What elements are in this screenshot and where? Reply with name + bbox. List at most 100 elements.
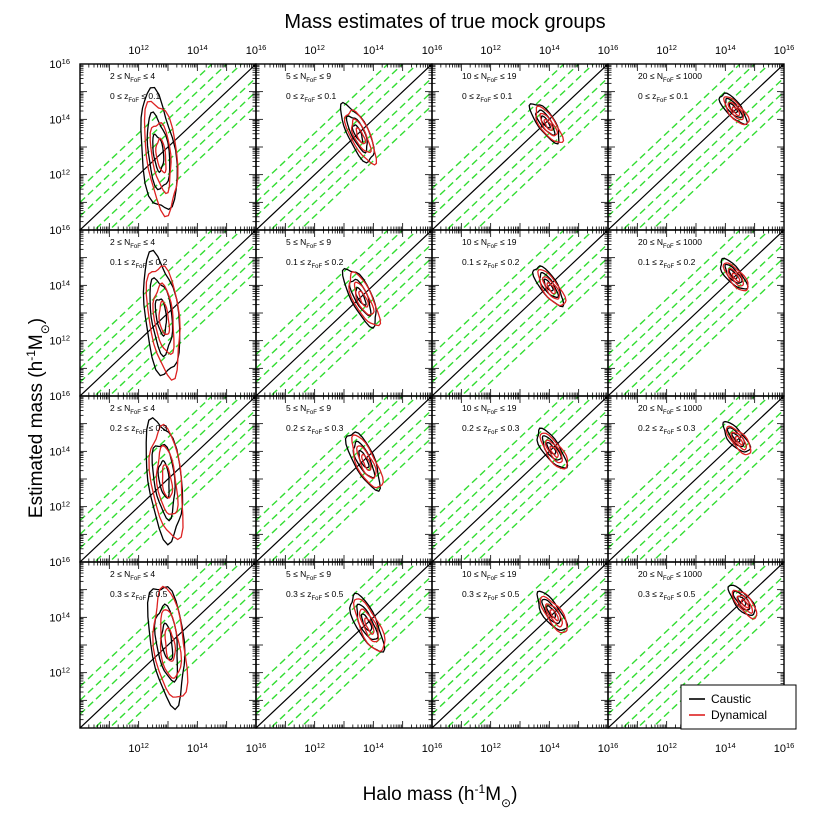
scatter-band-line bbox=[636, 589, 784, 728]
row-label: 0.3 ≤ zFoF ≤ 0.5 bbox=[462, 589, 520, 602]
scatter-band-line bbox=[608, 396, 742, 522]
contour-caustic bbox=[354, 286, 367, 306]
y-tick-label: 1012 bbox=[49, 499, 70, 513]
row-label: 0.3 ≤ zFoF ≤ 0.5 bbox=[638, 589, 696, 602]
contour-dynamical bbox=[364, 617, 375, 635]
scatter-band-line bbox=[608, 230, 742, 356]
contour-caustic bbox=[531, 265, 565, 308]
scatter-band-line bbox=[284, 423, 432, 562]
scatter-band-line bbox=[474, 270, 608, 396]
scatter-band-line bbox=[80, 562, 243, 715]
scatter-band-line bbox=[256, 64, 419, 217]
scatter-band-line bbox=[636, 423, 784, 562]
scatter-band-line bbox=[269, 409, 432, 562]
column-label: 20 ≤ NFoF ≤ 1000 bbox=[638, 569, 702, 582]
column-label: 5 ≤ NFoF ≤ 9 bbox=[286, 569, 331, 582]
scatter-band-line bbox=[108, 91, 256, 230]
x-tick-label: 1016 bbox=[598, 43, 619, 58]
x-tick-label: 1014 bbox=[363, 43, 384, 58]
contour-dynamical bbox=[353, 281, 375, 316]
panel-r3-c3: 20 ≤ NFoF ≤ 1000 0.3 ≤ zFoF ≤ 0.5 bbox=[607, 561, 785, 729]
column-label: 20 ≤ NFoF ≤ 1000 bbox=[638, 403, 702, 416]
scatter-band-line bbox=[460, 589, 608, 728]
panel-grid: 2 ≤ NFoF ≤ 4 0 ≤ zFoF ≤ 0.1 1012 1014 1016 5 … bbox=[49, 57, 785, 729]
contour-caustic bbox=[351, 124, 364, 144]
row-label: 0 ≤ zFoF ≤ 0.1 bbox=[638, 91, 689, 104]
contour-dynamical bbox=[725, 425, 752, 456]
contour-dynamical bbox=[358, 290, 369, 308]
x-tick-label: 1014 bbox=[539, 43, 560, 58]
scatter-band-line bbox=[432, 64, 580, 203]
contour-dynamical bbox=[348, 270, 382, 327]
contour-dynamical bbox=[352, 598, 386, 652]
column-label: 2 ≤ NFoF ≤ 4 bbox=[110, 237, 155, 250]
y-tick-label: 1012 bbox=[49, 333, 70, 348]
contour-dynamical bbox=[152, 585, 189, 698]
panel-ticks bbox=[431, 561, 609, 729]
contour-caustic bbox=[528, 103, 560, 145]
y-tick-label: 1014 bbox=[49, 278, 70, 293]
contour-dynamical bbox=[544, 439, 563, 464]
scatter-band-line bbox=[608, 230, 771, 383]
x-tick-label: 1012 bbox=[128, 43, 149, 58]
scatter-band-line bbox=[608, 562, 771, 715]
contour-caustic bbox=[737, 595, 747, 607]
column-label: 2 ≤ NFoF ≤ 4 bbox=[110, 71, 155, 84]
scatter-band-line bbox=[636, 257, 784, 396]
column-label: 20 ≤ NFoF ≤ 1000 bbox=[638, 71, 702, 84]
contour-dynamical bbox=[543, 118, 554, 131]
scatter-band-line bbox=[284, 257, 432, 396]
contour-dynamical bbox=[155, 137, 167, 174]
panel-ticks bbox=[607, 229, 785, 397]
scatter-band-line bbox=[608, 64, 742, 190]
contour-caustic bbox=[151, 443, 176, 522]
x-tick-label: 1016 bbox=[422, 43, 443, 58]
legend-box bbox=[680, 684, 797, 730]
scatter-band-line bbox=[432, 230, 566, 356]
top-tick-labels: 1012 1014 1016 1012 1014 1016 1012 1014 1016 1012… bbox=[128, 43, 794, 58]
panel-plot-area bbox=[608, 562, 784, 728]
panel-plot-area bbox=[80, 64, 256, 230]
panel-plot-area bbox=[432, 562, 608, 728]
legend-label-dynamical: Dynamical bbox=[711, 708, 767, 722]
scatter-band-line bbox=[636, 91, 784, 230]
scatter-band-line bbox=[621, 575, 784, 728]
column-label: 5 ≤ NFoF ≤ 9 bbox=[286, 403, 331, 416]
row-label: 0.1 ≤ zFoF ≤ 0.2 bbox=[110, 257, 168, 270]
column-label: 5 ≤ NFoF ≤ 9 bbox=[286, 71, 331, 84]
column-label: 2 ≤ NFoF ≤ 4 bbox=[110, 569, 155, 582]
panel-plot-area bbox=[256, 64, 432, 230]
one-to-one-line bbox=[256, 64, 432, 230]
one-to-one-line bbox=[608, 562, 784, 728]
one-to-one-line bbox=[432, 562, 608, 728]
contour-caustic bbox=[154, 298, 168, 337]
legend: Caustic Dynamical bbox=[680, 684, 797, 730]
contour-dynamical bbox=[535, 105, 565, 144]
y-tick-label: 1014 bbox=[49, 610, 70, 625]
scatter-band-line bbox=[122, 602, 256, 728]
contour-caustic bbox=[152, 133, 165, 174]
contour-dynamical bbox=[549, 609, 559, 622]
x-tick-label: 1016 bbox=[774, 43, 795, 58]
contour-caustic bbox=[545, 605, 557, 619]
row-label: 0.2 ≤ zFoF ≤ 0.3 bbox=[462, 423, 520, 436]
scatter-band-line bbox=[93, 575, 256, 728]
scatter-band-line bbox=[256, 230, 390, 356]
one-to-one-line bbox=[256, 396, 432, 562]
contour-dynamical bbox=[149, 122, 172, 195]
x-tick-label: 1016 bbox=[422, 741, 443, 756]
contour-caustic bbox=[352, 440, 376, 479]
one-to-one-line bbox=[608, 230, 784, 396]
contour-dynamical bbox=[734, 435, 744, 446]
contour-dynamical bbox=[537, 268, 567, 307]
scatter-band-line bbox=[256, 64, 390, 190]
scatter-band-line bbox=[256, 562, 419, 715]
x-tick-label: 1012 bbox=[304, 741, 325, 756]
panel-plot-area bbox=[256, 562, 432, 728]
scatter-band-line bbox=[608, 562, 742, 688]
y-tick-label: 1014 bbox=[49, 112, 70, 127]
contour-dynamical bbox=[350, 118, 372, 154]
column-label: 20 ≤ NFoF ≤ 1000 bbox=[638, 237, 702, 250]
row-label: 0.1 ≤ zFoF ≤ 0.2 bbox=[286, 257, 344, 270]
one-to-one-line bbox=[80, 396, 256, 562]
